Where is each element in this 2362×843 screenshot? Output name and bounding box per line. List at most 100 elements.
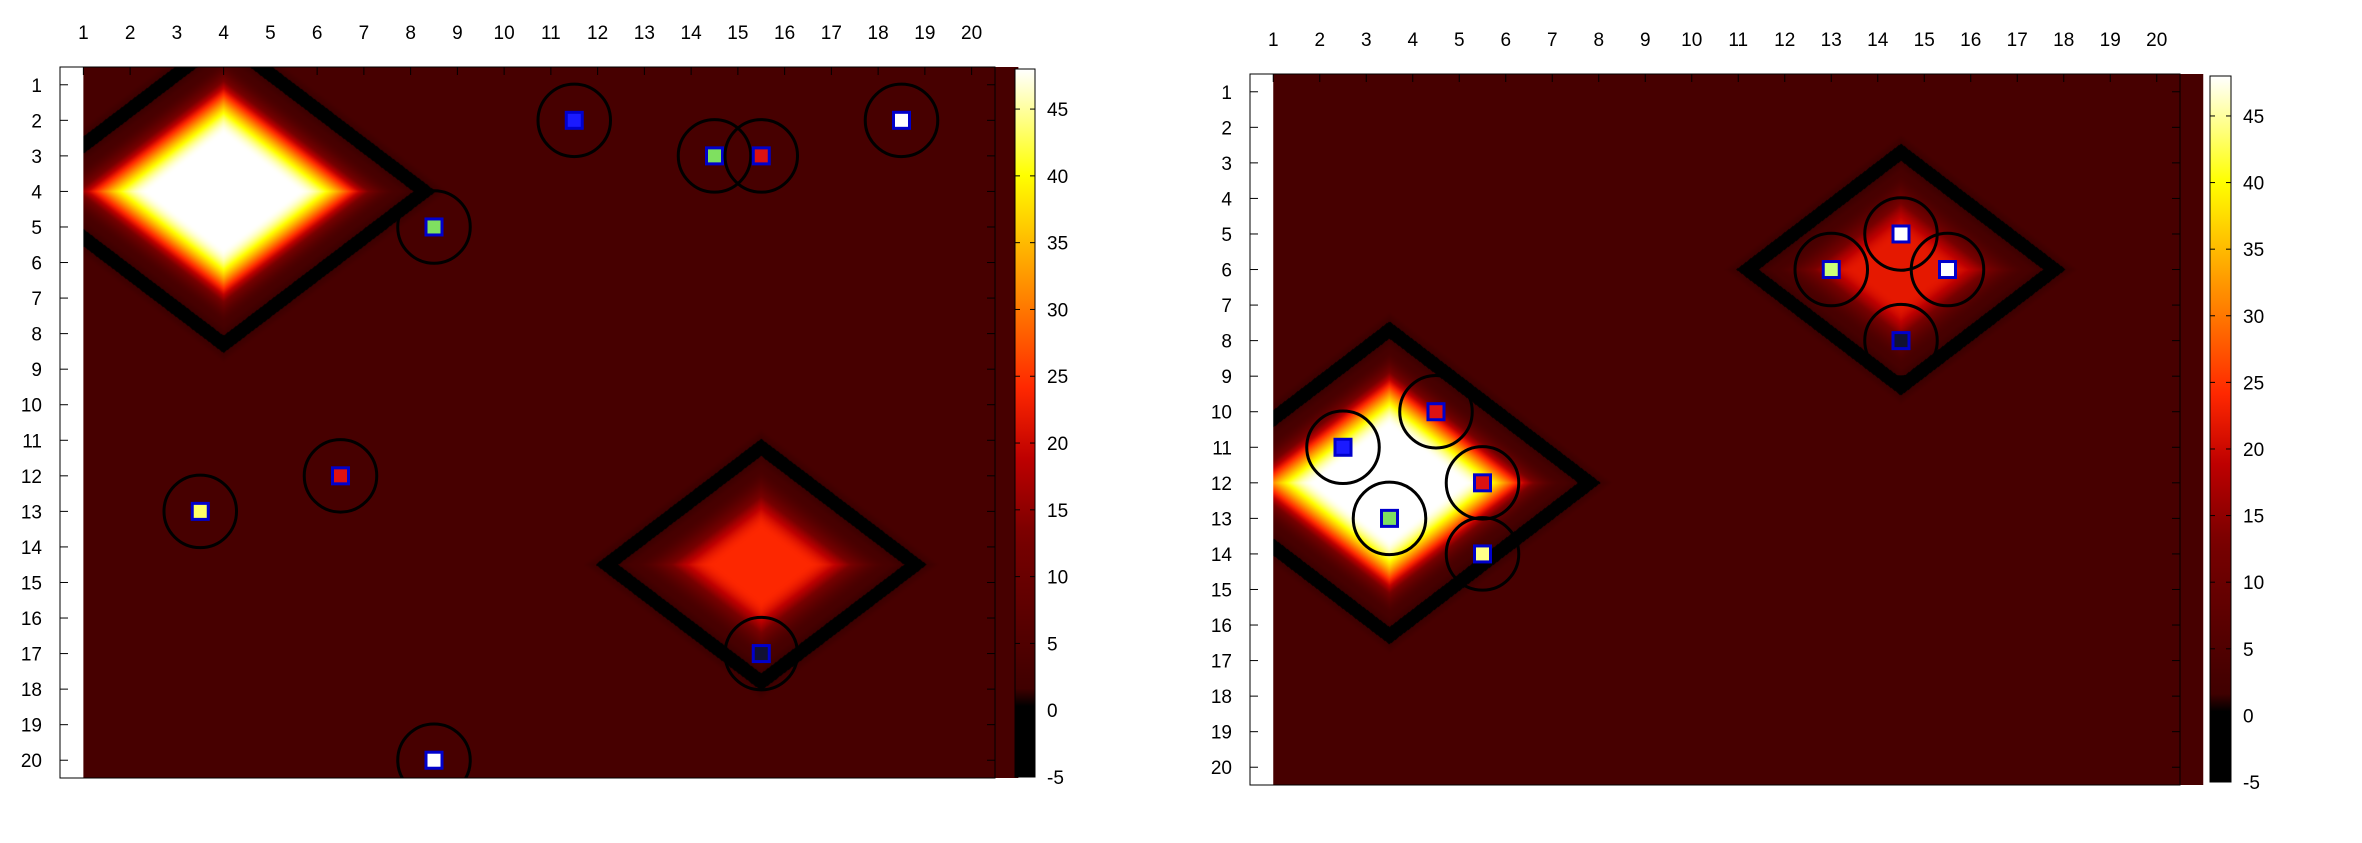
x-tick-label: 15: [727, 23, 748, 44]
x-tick-label: 8: [405, 23, 416, 44]
marker-circle: [723, 118, 800, 194]
markers: [162, 82, 940, 778]
y-tick-label: 20: [21, 751, 42, 772]
x-tick-label: 5: [1454, 30, 1465, 51]
markers: [1305, 196, 1986, 592]
y-tick-label: 13: [1211, 509, 1232, 530]
marker-circle: [1909, 231, 1986, 308]
plot-border: [1249, 73, 2181, 786]
marker-square: [1426, 402, 1446, 422]
heatmap-image: [83, 67, 1019, 778]
x-tick-label: 3: [1361, 30, 1372, 51]
y-tick-label: 6: [31, 254, 42, 275]
y-tick-label: 7: [31, 289, 42, 310]
marker-square: [751, 146, 771, 166]
colorbar-tick-label: 10: [1047, 568, 1068, 589]
colorbar-tick-label: 10: [2243, 573, 2264, 594]
marker-square: [564, 110, 584, 130]
colorbar-tick-label: 30: [1047, 300, 1068, 321]
marker-circle: [302, 438, 379, 514]
colorbar-tick-label: 35: [2243, 240, 2264, 261]
x-tick-label: 11: [541, 23, 561, 44]
y-tick-label: 3: [1221, 154, 1232, 175]
x-tick-label: 1: [1268, 30, 1279, 51]
y-tick-label: 16: [21, 609, 42, 630]
y-tick-label: 11: [22, 431, 42, 452]
colorbar-tick-label: 40: [1047, 167, 1068, 188]
x-tick-label: 6: [312, 23, 323, 44]
colorbar-tick-label: 45: [1047, 100, 1068, 121]
x-tick-label: 4: [218, 23, 229, 44]
y-tick-label: 17: [21, 645, 42, 666]
y-tick-label: 10: [21, 396, 42, 417]
y-tick-label: 9: [31, 360, 42, 381]
x-tick-label: 10: [1681, 30, 1702, 51]
marker-circle: [1444, 516, 1521, 592]
marker-square: [1473, 544, 1492, 564]
heatmap-panel-1: 1 2 3 4 5 6 7 8 9 10 11 12 13 14 15 16 17 18 19 20123456789…: [21, 23, 1068, 789]
x-tick-label: 11: [1728, 30, 1748, 51]
marker-circle: [863, 82, 940, 159]
x-tick-label: 16: [1960, 30, 1981, 51]
x-tick-label: 20: [2146, 30, 2167, 51]
marker-square: [331, 466, 350, 486]
y-tick-label: 13: [21, 502, 42, 523]
y-tick-label: 12: [21, 467, 42, 488]
y-tick-label: 17: [1211, 652, 1232, 673]
x-tick-label: 16: [774, 23, 795, 44]
y-tick-label: 16: [1211, 616, 1232, 637]
x-tick-label: 18: [868, 23, 889, 44]
marker-square: [1938, 260, 1957, 280]
colorbar: [1014, 68, 1036, 778]
marker-circle: [1398, 373, 1474, 450]
x-tick-label: 12: [587, 23, 608, 44]
x-tick-label: 17: [2007, 30, 2028, 51]
y-tick-label: 10: [1211, 403, 1232, 424]
colorbar-tick-label: 25: [1047, 367, 1068, 388]
x-tick-label: 14: [681, 23, 703, 44]
x-tick-label: 5: [265, 23, 276, 44]
y-tick-label: 4: [1221, 189, 1232, 210]
x-tick-label: 17: [821, 23, 842, 44]
x-tick-label: 7: [1547, 30, 1558, 51]
y-tick-label: 7: [1221, 296, 1232, 317]
marker-square: [190, 501, 210, 521]
colorbar-tick-label: -5: [2243, 773, 2260, 794]
y-tick-label: 14: [1211, 545, 1233, 566]
y-tick-label: 3: [31, 147, 42, 168]
marker-square: [751, 644, 771, 664]
colorbar-tick-label: 0: [2243, 706, 2254, 727]
y-tick-label: 6: [1221, 261, 1232, 282]
colorbar-tick-label: -5: [1047, 768, 1064, 789]
marker-circle: [162, 473, 239, 550]
marker-square: [1473, 473, 1492, 493]
marker-square: [1380, 508, 1399, 528]
x-tick-label: 13: [1821, 30, 1842, 51]
heatmap-image: [1273, 74, 2204, 785]
x-tick-label: 18: [2053, 30, 2074, 51]
y-tick-label: 5: [1221, 225, 1232, 246]
marker-circle: [676, 118, 753, 194]
y-tick-label: 20: [1211, 758, 1232, 779]
colorbar-tick-label: 15: [1047, 501, 1068, 522]
x-tick-label: 2: [1314, 30, 1325, 51]
x-tick-label: 12: [1774, 30, 1795, 51]
x-tick-label: 9: [1640, 30, 1651, 51]
marker-square: [1333, 437, 1353, 457]
y-tick-label: 2: [1221, 118, 1232, 139]
x-tick-label: 9: [452, 23, 463, 44]
plot-border: [59, 66, 996, 779]
heatmap-panel-2: 1 2 3 4 5 6 7 8 9 10 11 12 13 14 15 16 17 18 19 20123456789…: [1211, 30, 2264, 794]
colorbar-tick-label: 0: [1047, 701, 1058, 722]
y-tick-label: 15: [1211, 580, 1232, 601]
y-tick-label: 8: [31, 325, 42, 346]
x-tick-label: 7: [359, 23, 370, 44]
colorbar-tick-label: 20: [2243, 440, 2264, 461]
x-tick-label: 8: [1593, 30, 1604, 51]
colorbar-tick-label: 5: [2243, 640, 2254, 661]
marker-circle: [396, 189, 472, 265]
marker-circle: [536, 82, 613, 159]
marker-square: [424, 217, 444, 237]
y-tick-label: 1: [1221, 83, 1232, 104]
